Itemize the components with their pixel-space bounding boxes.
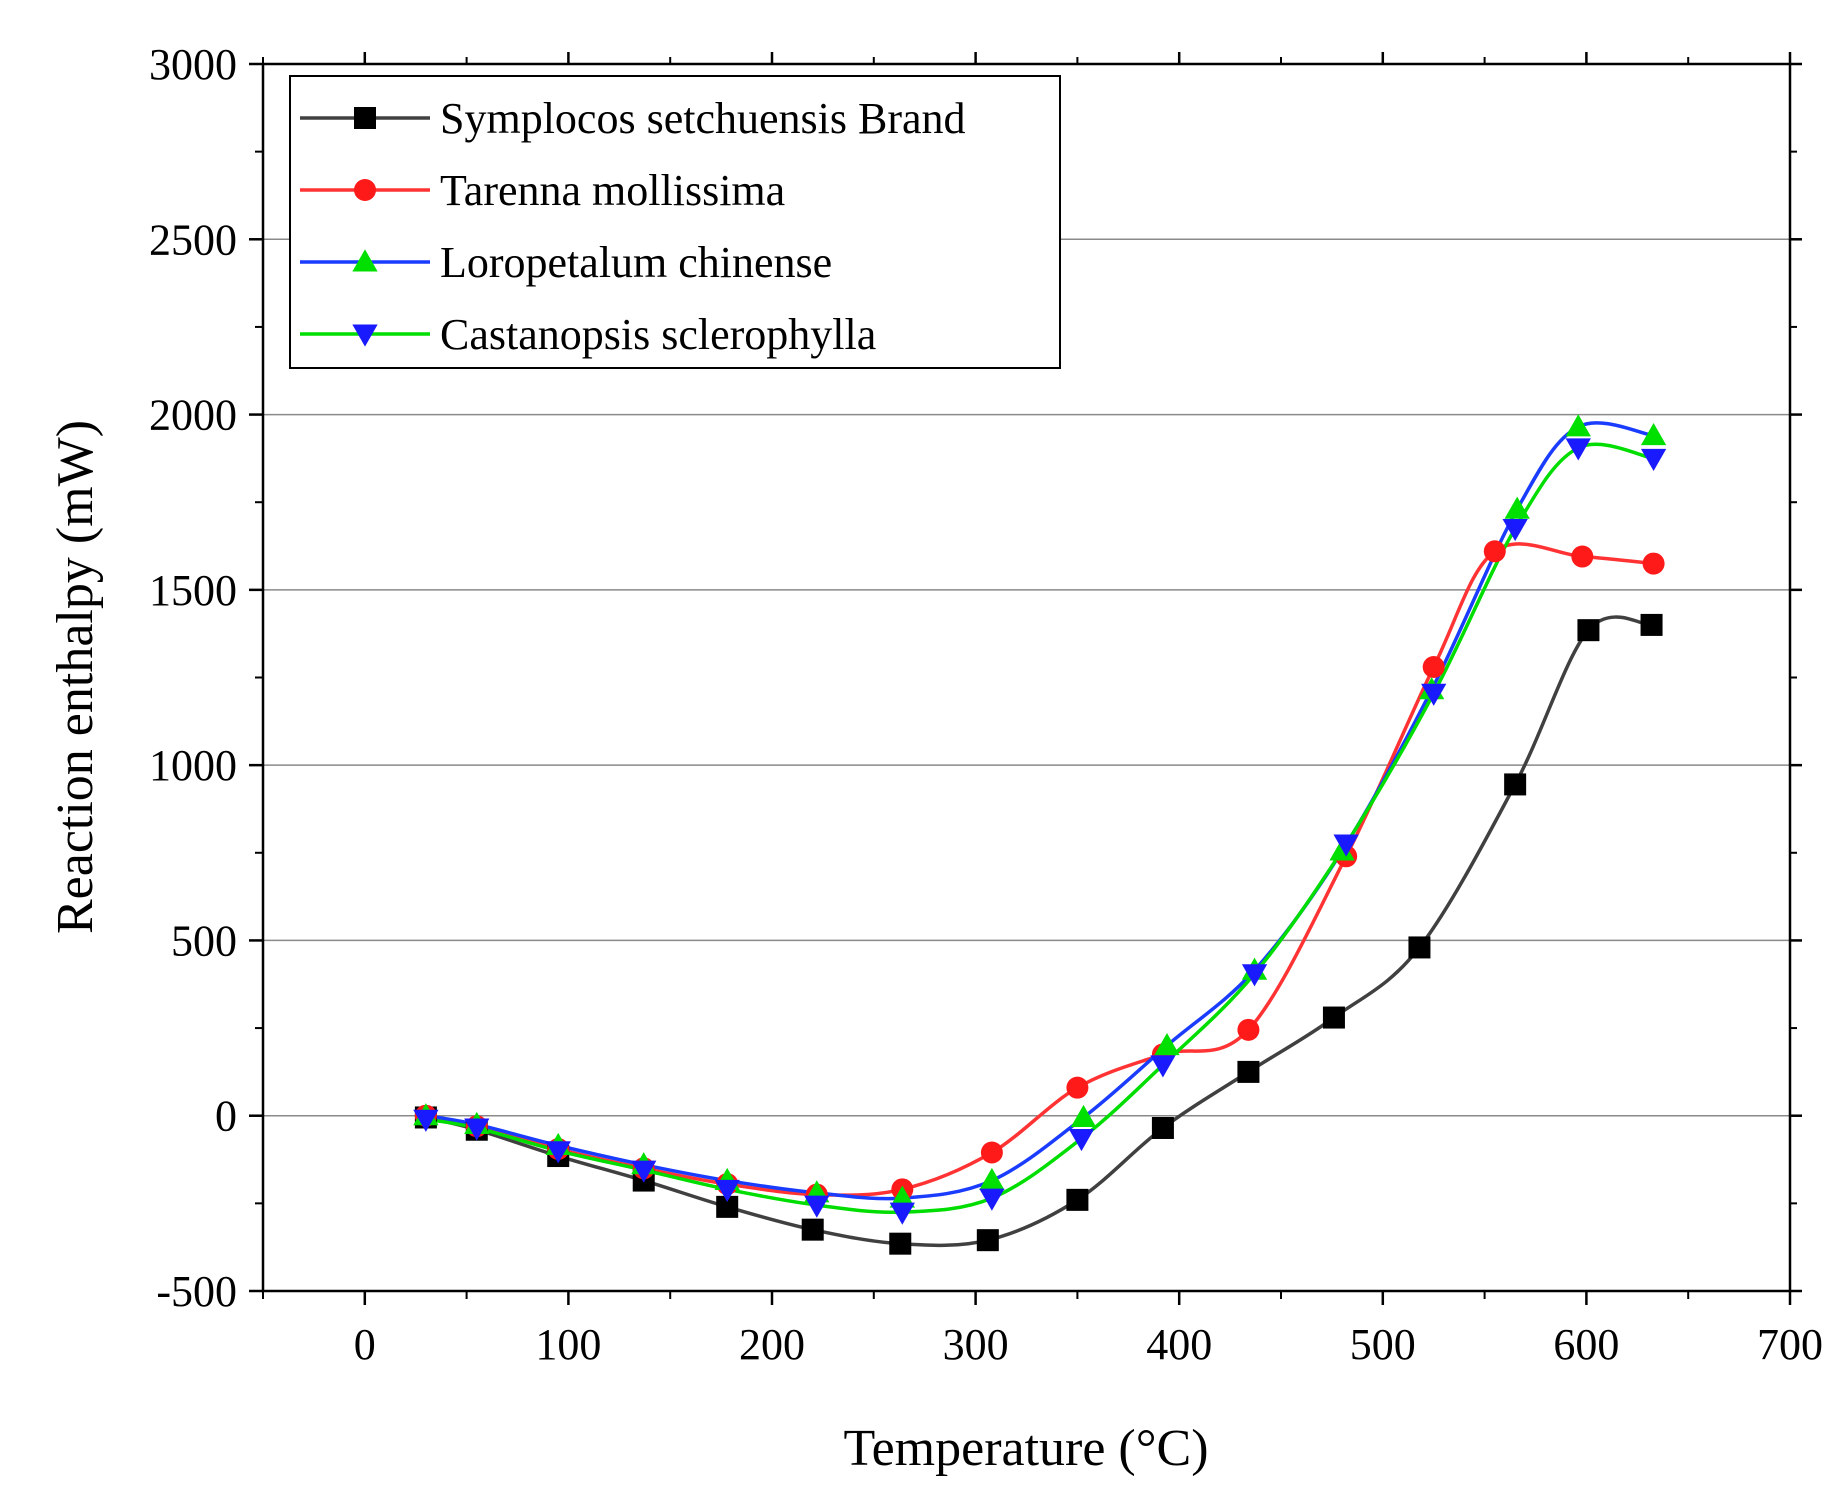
data-point [1504,496,1530,519]
legend-swatch-marker [354,107,376,129]
data-point [976,1229,999,1252]
data-point [1421,683,1447,706]
data-point [979,1188,1005,1211]
data-point [1154,1032,1180,1056]
data-point [1408,936,1431,959]
series-4 [425,442,1654,1215]
data-point [714,1179,740,1202]
series-markers-3 [413,414,1667,1208]
x-tick-label: 0 [354,1320,376,1369]
data-point [1502,519,1528,542]
data-point [1333,834,1359,857]
data-point [889,1185,915,1208]
data-point [545,1141,571,1164]
series-markers-2 [414,540,1665,1206]
data-point [464,1118,490,1141]
y-tick-label: 1500 [149,566,237,615]
y-tick-label: 2500 [149,215,237,264]
x-tick-label: 400 [1146,1320,1212,1369]
data-point [1483,540,1506,563]
data-point [1640,422,1667,446]
legend-swatch-marker [354,179,376,201]
x-tick-label: 700 [1757,1320,1823,1369]
axes: 0 100 200 300 400 500 600 700 -500 0 500 1000 1500 20… [149,40,1823,1369]
legend-box [289,75,1061,369]
series-3 [425,421,1654,1201]
x-tick-label: 500 [1350,1320,1416,1369]
data-point [980,1141,1003,1164]
data-point [804,1195,830,1218]
data-point [889,1232,912,1255]
data-point [1322,1006,1345,1029]
x-axis-title: Temperature (°C) [843,1420,1208,1477]
data-point [1151,1116,1174,1139]
data-point [1565,414,1591,437]
x-tick-label: 100 [535,1320,601,1369]
y-tick-label: -500 [156,1267,237,1316]
data-point [716,1195,739,1218]
data-point [979,1167,1005,1191]
y-tick-label: 500 [171,916,237,965]
data-point [1577,619,1600,642]
y-tick-label: 3000 [149,40,237,89]
data-point [801,1218,824,1241]
data-point [1066,1188,1089,1211]
data-point [413,1109,439,1132]
data-point [1640,613,1663,636]
legend-item: Castanopsis sclerophylla [300,310,876,359]
legend-label: Castanopsis sclerophylla [440,310,876,359]
data-point [1565,438,1591,461]
series-markers-4 [413,438,1667,1225]
data-point [1237,1060,1260,1083]
data-point [1504,773,1527,796]
legend-label: Loropetalum chinense [440,238,832,287]
data-point [1070,1104,1097,1127]
legend: Symplocos setchuensis Brand Tarenna molli… [289,75,1061,369]
data-point [1066,1076,1089,1099]
legend-item: Symplocos setchuensis Brand [300,94,966,143]
x-tick-label: 300 [943,1320,1009,1369]
data-point [1237,1018,1260,1041]
data-point [1422,655,1445,678]
series-line [425,442,1654,1215]
data-point [1150,1055,1176,1078]
legend-item: Tarenna mollissima [300,166,785,215]
y-tick-label: 2000 [149,391,237,440]
legend-label: Tarenna mollissima [440,166,785,215]
data-point [631,1160,657,1183]
data-point [1640,448,1667,472]
data-point [1642,552,1665,575]
legend-item: Loropetalum chinense [300,238,832,287]
data-point [1241,964,1268,987]
data-point [1068,1129,1095,1152]
data-point [889,1202,915,1225]
legend-items: Symplocos setchuensis Brand Tarenna molli… [300,94,966,359]
y-tick-label: 1000 [149,741,237,790]
x-tick-label: 200 [739,1320,805,1369]
y-tick-label: 0 [215,1092,237,1141]
legend-swatch-marker [352,249,378,272]
data-point [1571,545,1594,568]
y-axis-title: Reaction enthalpy (mW) [47,420,104,934]
series-line [425,421,1654,1201]
x-tick-label: 600 [1553,1320,1619,1369]
legend-label: Symplocos setchuensis Brand [440,94,966,143]
legend-swatch-marker [352,324,378,347]
series-layer [413,414,1667,1255]
